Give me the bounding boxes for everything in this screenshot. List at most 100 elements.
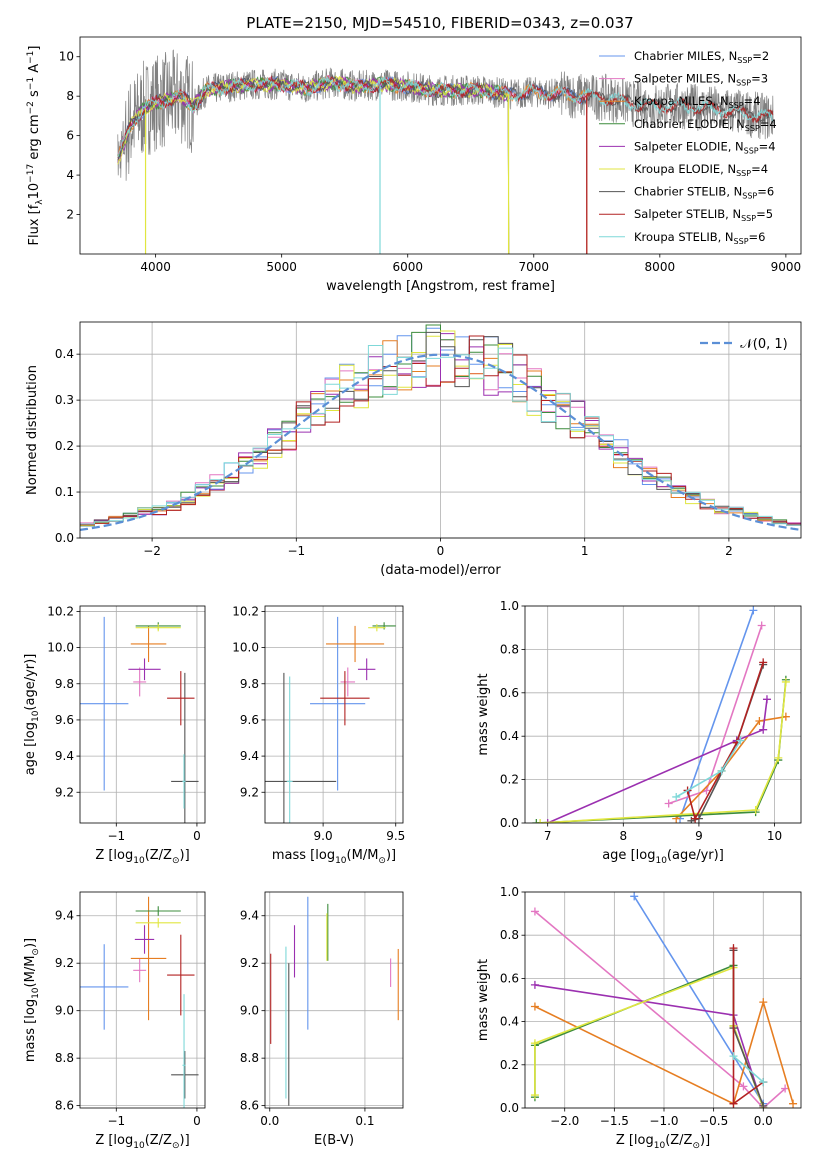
grid bbox=[525, 605, 801, 824]
label-text: mass weight bbox=[476, 673, 491, 755]
x-tick-label: 7000 bbox=[519, 260, 550, 274]
y-tick-label: 8.8 bbox=[240, 1051, 259, 1065]
x-tick-label: 0 bbox=[193, 1114, 201, 1128]
plot-area bbox=[80, 616, 199, 823]
weight-marker bbox=[759, 1078, 768, 1087]
y-tick-label: 10.2 bbox=[47, 604, 74, 618]
y-tick-label: 8 bbox=[66, 89, 74, 103]
plot-area bbox=[265, 616, 396, 823]
axes-frame bbox=[524, 605, 802, 824]
legend-n: , N bbox=[720, 162, 736, 176]
label-text: (Z/Z bbox=[145, 1133, 172, 1148]
panel-residuals: −2 −1 0 1 2 0.0 0.1 0.2 0.3 0.4 (data-model)/error… bbox=[25, 321, 802, 578]
label-text: Flux [f bbox=[27, 204, 42, 245]
x-tick-label: −2.0 bbox=[550, 1114, 579, 1128]
axes-frame bbox=[79, 891, 206, 1109]
weight-marker bbox=[630, 892, 639, 901]
legend-ssp: SSP bbox=[736, 79, 751, 88]
label-text: (M/M bbox=[23, 956, 38, 988]
label-sub: ⊙ bbox=[378, 856, 386, 866]
grid bbox=[80, 892, 205, 1108]
y-tick-label: 9.4 bbox=[55, 749, 74, 763]
y-tick-label: 0.8 bbox=[500, 642, 519, 656]
axes-frame bbox=[264, 605, 404, 824]
x-tick-label: −1 bbox=[107, 1114, 125, 1128]
weight-line bbox=[686, 662, 764, 821]
y-tick-label: 9.8 bbox=[55, 677, 74, 691]
residual-histogram bbox=[80, 345, 801, 526]
label-text: wavelength [Angstrom, rest frame] bbox=[326, 279, 555, 294]
x-tick-label: −1.0 bbox=[649, 1114, 678, 1128]
legend-label: 𝒩(0, 1) bbox=[740, 337, 787, 352]
legend-label: Chabrier STELIB, NSSP=6 bbox=[634, 185, 774, 201]
y-tick-label: 0.0 bbox=[500, 1101, 519, 1115]
weight-marker bbox=[762, 695, 771, 704]
legend-n: , N bbox=[728, 139, 744, 153]
grid bbox=[265, 606, 403, 823]
weight-line bbox=[679, 610, 755, 819]
label-sub: 10 bbox=[654, 1141, 666, 1151]
y-tick-label: 0.3 bbox=[55, 393, 74, 407]
legend-nssp: 6 bbox=[767, 185, 774, 199]
y-tick-label: 0.4 bbox=[55, 347, 74, 361]
y-tick-label: 1.0 bbox=[500, 885, 519, 899]
weight-line bbox=[534, 999, 794, 1105]
label-text: A bbox=[27, 64, 42, 77]
label-sub: 10 bbox=[31, 987, 41, 999]
x-tick-label: −2 bbox=[143, 544, 161, 558]
weight-line bbox=[675, 740, 742, 798]
label-text: Normed distribution bbox=[25, 365, 40, 495]
legend: 𝒩(0, 1) bbox=[700, 337, 788, 352]
x-tick-label: 10 bbox=[767, 829, 782, 843]
label-text: ] bbox=[27, 46, 42, 51]
observed-spectrum bbox=[117, 49, 774, 181]
label-text: )] bbox=[700, 1133, 710, 1148]
legend-name: Chabrier ELODIE bbox=[634, 117, 729, 131]
label-text: erg cm bbox=[27, 114, 42, 163]
y-tick-label: 0.2 bbox=[55, 439, 74, 453]
y-axis-label: mass weight bbox=[476, 673, 491, 755]
x-tick-label: 7 bbox=[544, 829, 552, 843]
label-text: )] bbox=[180, 848, 190, 863]
legend-label: Chabrier ELODIE, NSSP=4 bbox=[634, 117, 777, 133]
weight-marker bbox=[759, 1101, 768, 1108]
weight-line bbox=[547, 699, 768, 823]
weight-line bbox=[691, 664, 764, 822]
legend-n: , N bbox=[713, 94, 729, 108]
panel-weight-vs-age: 7 8 9 10 0.0 0.2 0.4 0.6 0.8 1.0 age [log10​(age/y… bbox=[476, 599, 802, 866]
plot-area bbox=[532, 606, 790, 823]
model-spectrum bbox=[117, 73, 774, 161]
residual-histogram bbox=[80, 333, 801, 525]
label-text: age [log bbox=[23, 722, 38, 775]
legend-ssp: SSP bbox=[736, 169, 751, 178]
legend-label: Kroupa STELIB, NSSP=6 bbox=[634, 230, 766, 246]
legend-eq: = bbox=[757, 185, 767, 199]
y-tick-label: 4 bbox=[66, 168, 74, 182]
label-sub: 10 bbox=[335, 856, 347, 866]
x-tick-label: 2 bbox=[725, 544, 733, 558]
model-spectrum bbox=[117, 76, 510, 254]
x-tick-label: 0.0 bbox=[754, 1114, 773, 1128]
label-text: Z [log bbox=[95, 1133, 133, 1148]
weight-marker bbox=[530, 1091, 539, 1100]
y-axis-label: age [log10​(age/yr)] bbox=[23, 654, 41, 776]
y-axis-label: mass [log10​(M/M⊙​)] bbox=[23, 938, 41, 1062]
residual-histogram bbox=[80, 335, 801, 526]
x-tick-label: 8000 bbox=[645, 260, 676, 274]
legend-ssp: SSP bbox=[737, 56, 752, 65]
weight-marker bbox=[759, 725, 768, 734]
y-tick-label: 9.0 bbox=[55, 1004, 74, 1018]
label-text: (Z/Z bbox=[145, 848, 172, 863]
normal-curve bbox=[80, 353, 801, 531]
panel-mass-vs-ebv: 0.0 0.1 8.6 8.8 9.0 9.2 9.4 E(B-V) bbox=[240, 891, 404, 1148]
weight-marker bbox=[759, 658, 768, 667]
weight-marker bbox=[543, 819, 552, 823]
label-sup: −1 bbox=[26, 77, 36, 90]
label-sub: ⊙ bbox=[172, 856, 180, 866]
x-tick-label: 8 bbox=[619, 829, 627, 843]
legend-nssp: 2 bbox=[762, 49, 769, 63]
axes-frame bbox=[79, 321, 802, 539]
legend-eq: = bbox=[749, 230, 759, 244]
weight-line bbox=[534, 964, 765, 1108]
